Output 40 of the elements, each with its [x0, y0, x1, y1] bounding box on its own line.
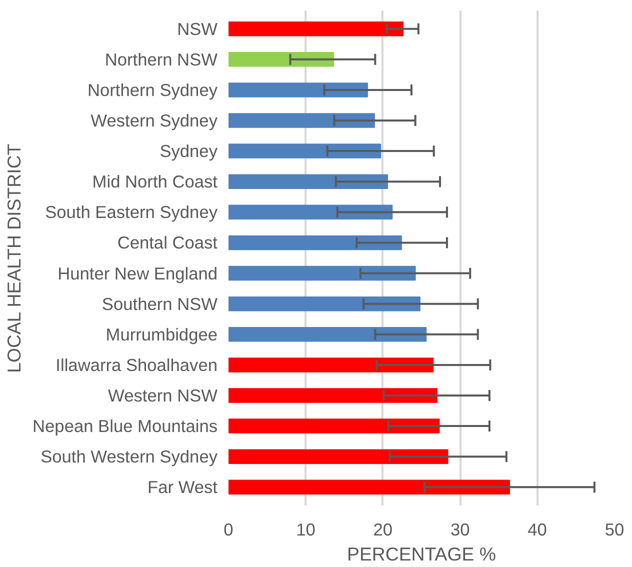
y-tick-label: Western Sydney — [90, 110, 218, 130]
bar — [228, 327, 427, 342]
y-tick-label: Northern Sydney — [87, 80, 218, 100]
x-tick-label: 30 — [450, 520, 470, 540]
bar — [228, 388, 438, 403]
bar — [228, 21, 404, 36]
bar — [228, 52, 334, 67]
y-tick-label: Hunter New England — [58, 263, 218, 284]
y-tick-label: Mid North Coast — [92, 172, 218, 192]
y-tick-label: Far West — [148, 477, 218, 498]
y-tick-label: Sydney — [160, 141, 218, 162]
x-tick-label: 40 — [528, 520, 547, 540]
bar — [228, 82, 368, 98]
bar — [228, 296, 420, 312]
x-tick-label: 0 — [224, 520, 234, 540]
y-tick-label: Cental Coast — [117, 232, 218, 253]
bar — [228, 480, 510, 495]
x-axis-title: PERCENTAGE % — [347, 544, 496, 564]
y-tick-label: South Western Sydney — [40, 446, 218, 467]
y-tick-label: Nepean Blue Mountains — [32, 416, 218, 436]
y-tick-label: Southern NSW — [102, 294, 218, 314]
bar — [228, 144, 382, 158]
y-tick-label: Illawarra Shoalhaven — [56, 354, 218, 375]
x-tick-label: 20 — [373, 520, 393, 540]
y-tick-label: NSW — [177, 18, 218, 39]
bar — [228, 204, 393, 220]
x-tick-label: 10 — [296, 520, 316, 540]
y-tick-label: South Eastern Sydney — [45, 202, 218, 222]
bar — [228, 235, 402, 250]
y-tick-label: Northern NSW — [104, 49, 218, 70]
bar — [228, 418, 440, 434]
bar — [228, 174, 388, 189]
bar — [228, 449, 448, 464]
y-axis-title: LOCAL HEALTH DISTRICT — [4, 144, 25, 373]
bar — [228, 266, 416, 281]
y-tick-label: Murrumbidgee — [106, 324, 218, 344]
y-tick-label: Western NSW — [108, 386, 218, 406]
bar — [228, 113, 375, 128]
bar — [228, 358, 434, 372]
x-tick-label: 50 — [604, 520, 624, 540]
